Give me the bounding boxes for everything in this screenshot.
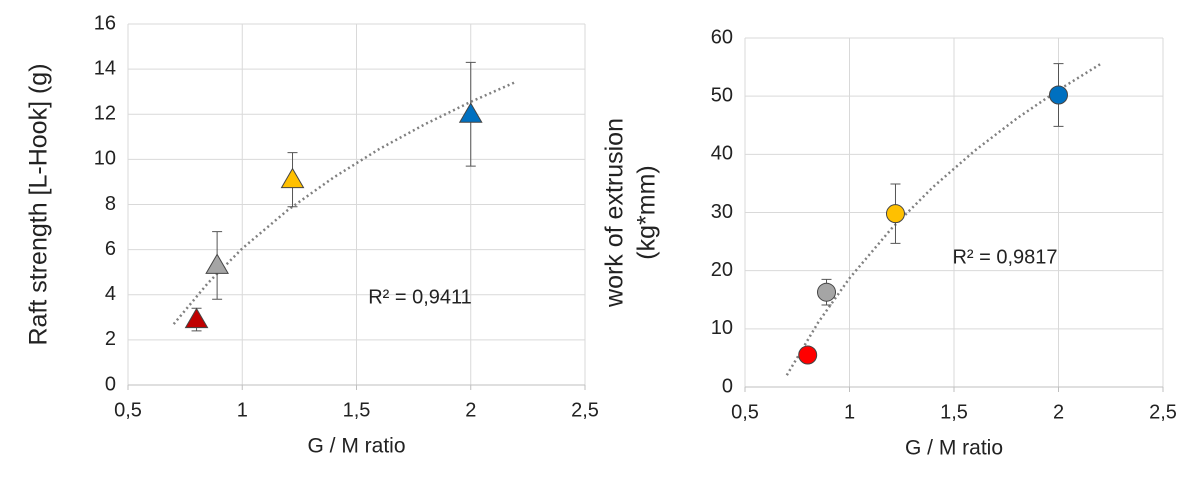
x-tick-label: 2 [1053,401,1064,423]
x-tick-label: 0,5 [731,401,759,423]
y-tick-label: 20 [711,259,733,281]
x-tick-label: 1 [237,399,248,421]
y-tick-label: 4 [105,283,116,305]
y-axis-title: Raft strength [L-Hook] (g) [25,63,53,345]
y-tick-label: 8 [105,193,116,215]
y-axis-title: work of extrusion [601,118,629,308]
y-tick-label: 6 [105,238,116,260]
marker [798,345,818,365]
y-tick-label: 60 [711,26,733,48]
marker [280,167,305,189]
marker [458,102,483,123]
marker [205,253,229,274]
x-axis-title: G / M ratio [905,437,1003,460]
y-tick-label: 50 [711,84,733,106]
r-squared: R² = 0,9411 [368,286,472,308]
y-tick-label: 30 [711,201,733,223]
marker [885,204,905,224]
x-tick-label: 1 [844,401,855,423]
marker [1049,85,1068,105]
y-tick-label: 10 [711,317,733,339]
y-tick-label: 0 [722,375,733,397]
trendline [785,63,1101,376]
x-tick-label: 2,5 [1149,401,1177,423]
y-tick-label: 16 [94,12,116,34]
marker [184,307,209,329]
y-tick-label: 2 [105,328,116,350]
y-tick-label: 40 [711,143,733,165]
marker [817,282,837,302]
x-tick-label: 1,5 [343,399,371,421]
y-tick-label: 12 [94,103,116,125]
x-tick-label: 2 [465,399,476,421]
x-tick-label: 2,5 [571,399,599,421]
y-tick-label: 10 [94,148,116,170]
x-tick-label: 0,5 [114,399,142,421]
r-squared: R² = 0,9817 [952,246,1057,268]
y-tick-label: 0 [105,373,116,395]
x-tick-label: 1,5 [940,401,968,423]
y-tick-label: 14 [94,57,116,79]
x-axis-title: G / M ratio [307,435,405,458]
y-axis-title: (kg*mm) [633,165,661,259]
